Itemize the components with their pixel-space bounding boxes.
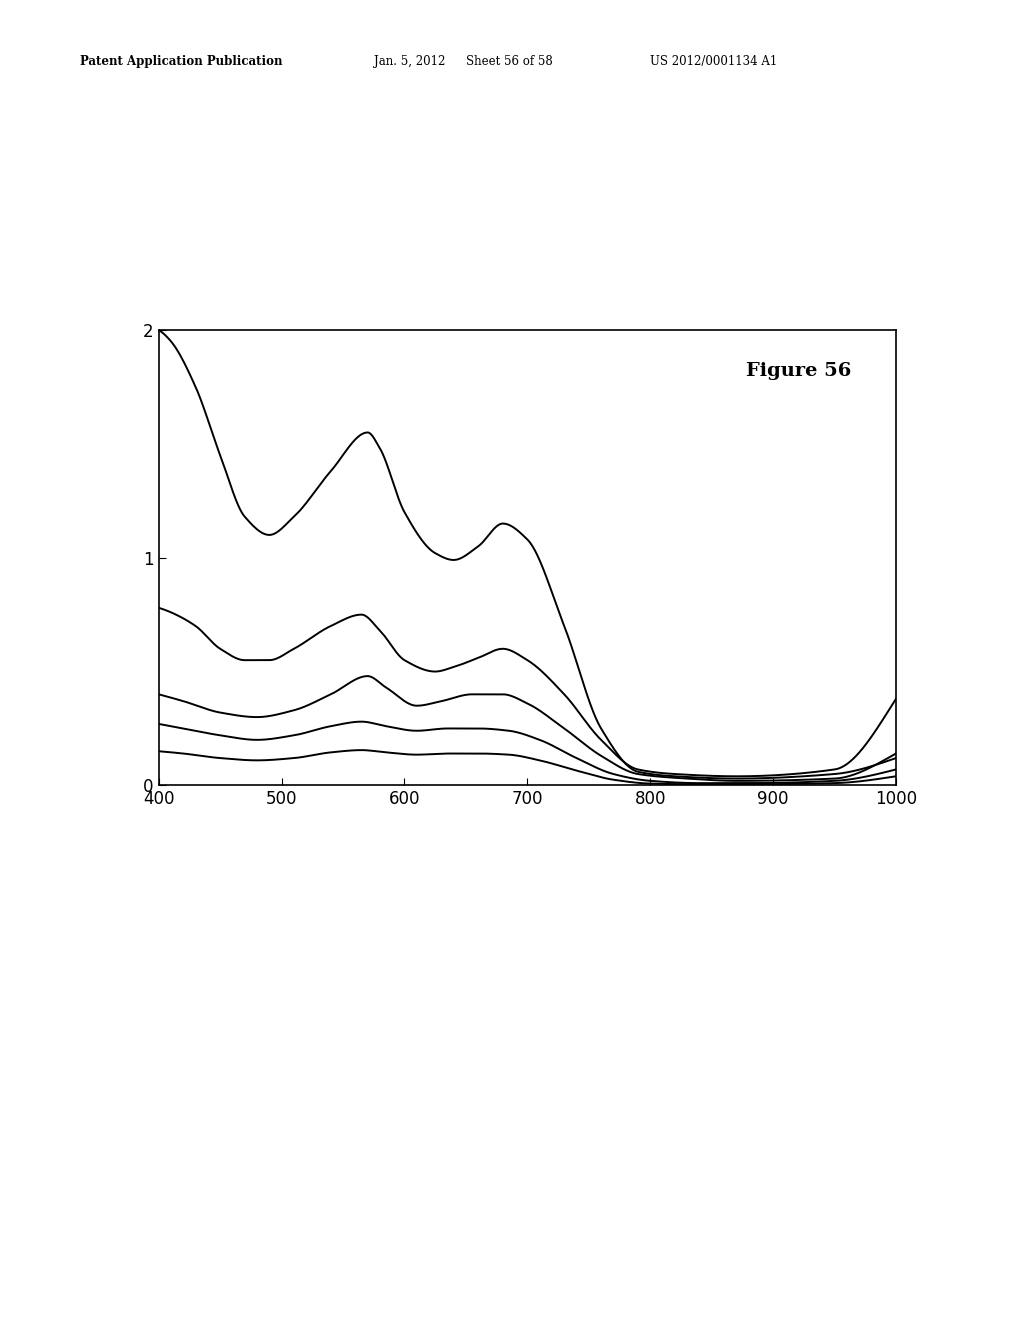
Text: Sheet 56 of 58: Sheet 56 of 58 [466, 55, 553, 69]
Text: Figure 56: Figure 56 [746, 362, 852, 380]
Text: Patent Application Publication: Patent Application Publication [80, 55, 283, 69]
Text: US 2012/0001134 A1: US 2012/0001134 A1 [650, 55, 777, 69]
Text: Jan. 5, 2012: Jan. 5, 2012 [374, 55, 445, 69]
